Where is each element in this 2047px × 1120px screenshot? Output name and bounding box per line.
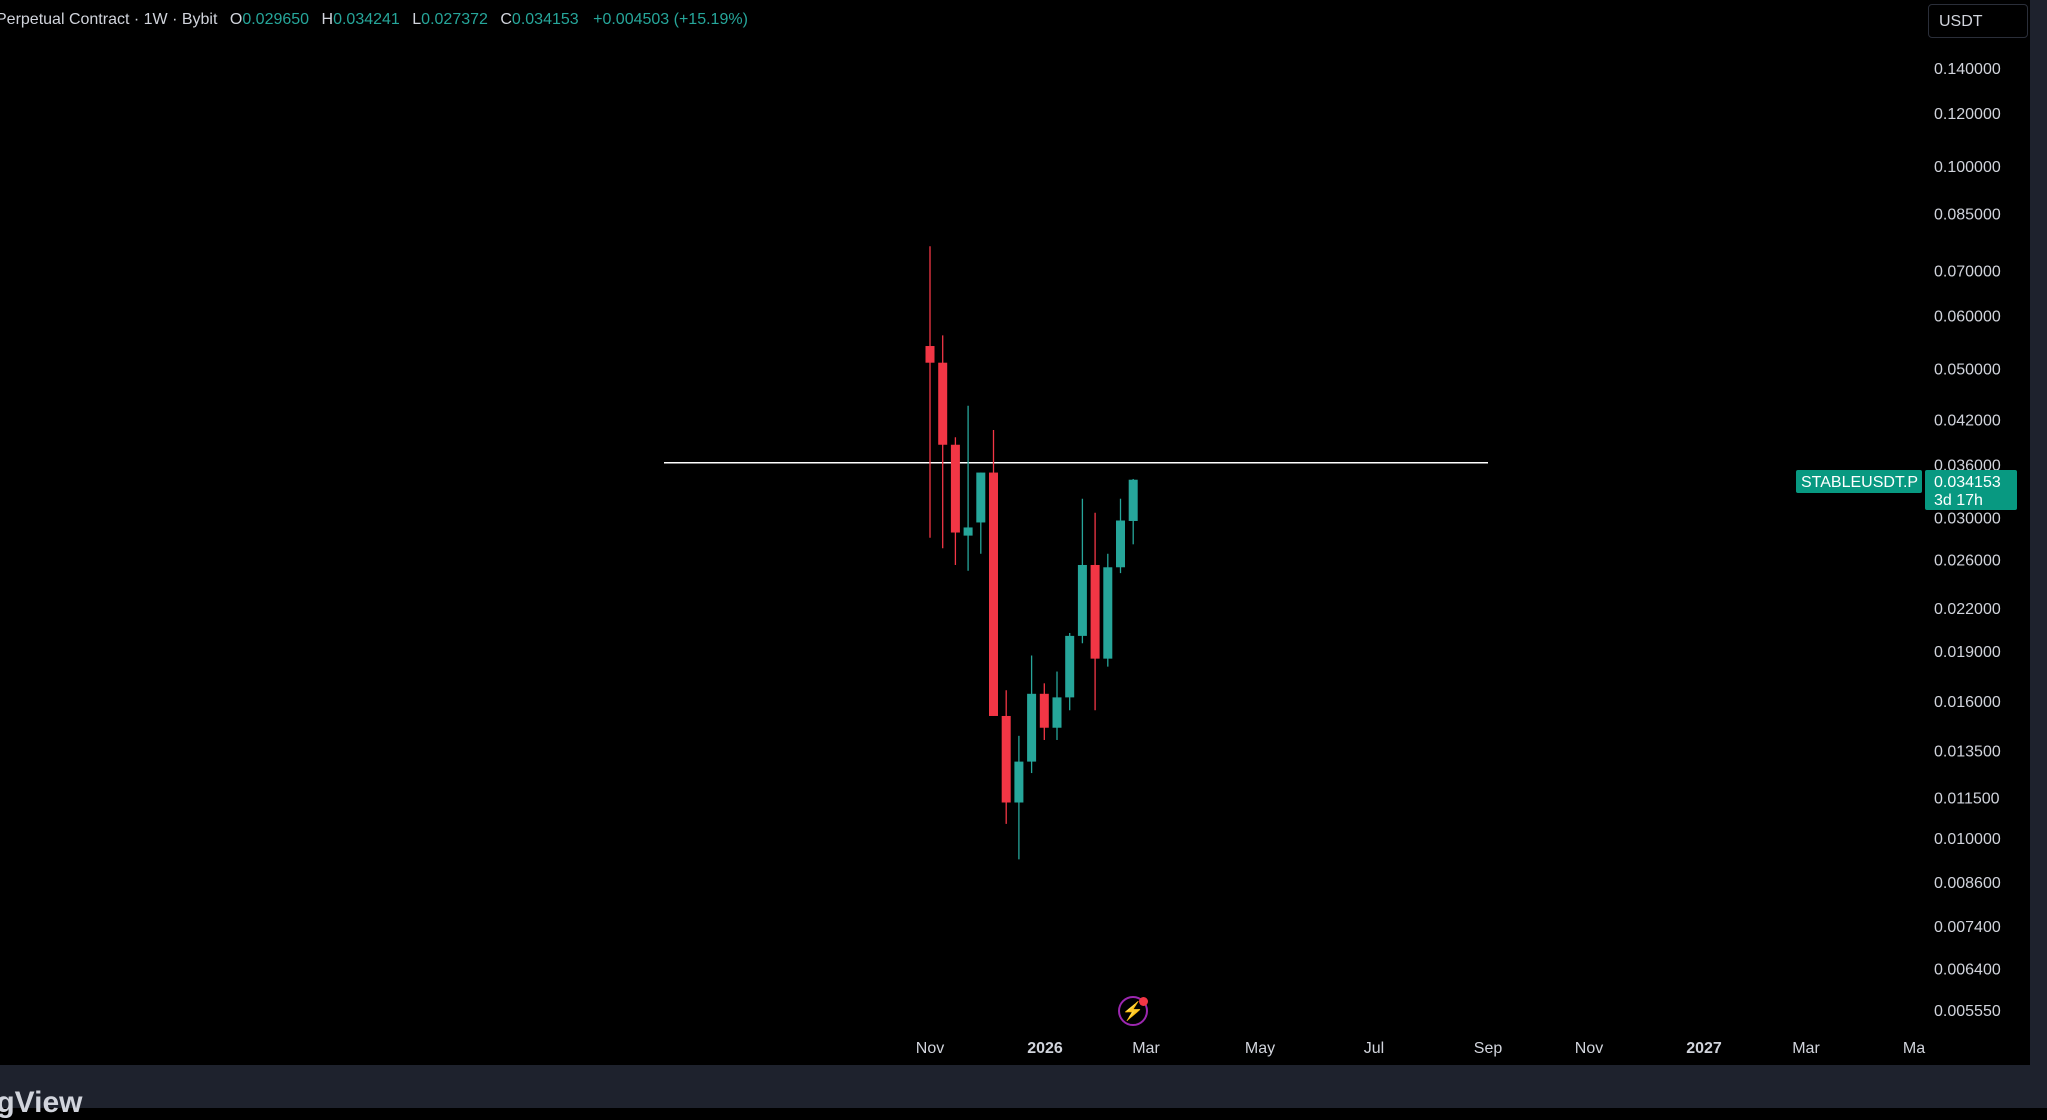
candle [1001, 690, 1011, 824]
symbol-title: Perpetual Contract · 1W · Bybit [0, 11, 218, 28]
right-panel-strip [2030, 0, 2047, 1065]
time-tick-label: Sep [1474, 1040, 1503, 1057]
candle [1052, 671, 1062, 740]
candle [1116, 498, 1125, 574]
time-axis: Nov 2026 Mar May Jul Sep Nov 2027 Mar Ma [916, 1040, 1925, 1057]
open-value: 0.029650 [242, 11, 310, 28]
symbol-tag-bg [1796, 470, 1922, 493]
high-label: H [321, 11, 334, 28]
price-tick-label: 0.140000 [1934, 61, 2001, 78]
lightning-icon[interactable]: ⚡ [1118, 996, 1148, 1026]
price-tick-label: 0.085000 [1934, 207, 2001, 224]
candle [925, 246, 935, 538]
price-tag-bg [1925, 470, 2017, 510]
candle [963, 405, 973, 571]
candle-body [1039, 693, 1049, 728]
close-value: 0.034153 [511, 11, 579, 28]
candle-body [989, 472, 998, 716]
candle [1090, 512, 1100, 711]
time-tick-label: Nov [1575, 1040, 1603, 1057]
price-tick-label: 0.008600 [1934, 875, 2001, 892]
candle-body [950, 444, 960, 533]
open-label: O [229, 11, 243, 28]
price-tick-label: 0.006400 [1934, 961, 2001, 978]
candle-body [925, 346, 935, 363]
candle-body [1052, 697, 1062, 728]
candle-body [1090, 564, 1100, 659]
candle [1103, 553, 1113, 667]
candle [1027, 655, 1037, 774]
candle-body [1065, 635, 1075, 698]
price-tick-label: 0.120000 [1934, 106, 2001, 123]
price-tick-label: 0.030000 [1934, 511, 2001, 528]
time-tick-label: Jul [1364, 1040, 1384, 1057]
brand-logo: ngView [0, 1086, 83, 1119]
time-tick-label: Ma [1903, 1040, 1925, 1057]
candle-body [1103, 567, 1113, 659]
currency-button[interactable]: USDT [1928, 4, 2028, 38]
candle-body [1116, 520, 1125, 568]
time-tick-label: 2027 [1686, 1040, 1722, 1057]
candle-body [976, 472, 986, 523]
candle [1128, 478, 1138, 545]
candle-body [1128, 479, 1138, 521]
high-value: 0.034241 [333, 11, 400, 28]
price-tick-label: 0.013500 [1934, 744, 2001, 761]
price-tag-countdown: 3d 17h [1934, 492, 1983, 509]
time-tick-label: May [1245, 1040, 1275, 1057]
candle-body [1001, 715, 1011, 803]
candlestick-chart[interactable]: 0.140000 0.120000 0.100000 0.085000 0.070000… [0, 0, 2047, 1065]
price-tick-label: 0.060000 [1934, 308, 2001, 325]
candle [1077, 498, 1087, 644]
candle [938, 335, 948, 549]
low-value: 0.027372 [421, 11, 488, 28]
candle [1014, 735, 1024, 860]
price-tick-label: 0.100000 [1934, 159, 2001, 176]
candle-body [1077, 564, 1087, 636]
price-tick-label: 0.010000 [1934, 831, 2001, 848]
notification-dot [1139, 997, 1148, 1006]
candle [976, 472, 986, 554]
time-tick-label: Nov [916, 1040, 944, 1057]
symbol-tag-text: STABLEUSDT.P [1801, 474, 1918, 491]
candle-body [1014, 761, 1024, 803]
chart-legend: Perpetual Contract · 1W · Bybit O0.02965… [0, 11, 748, 29]
price-tick-label: 0.042000 [1934, 412, 2001, 429]
price-tick-label: 0.011500 [1934, 790, 2000, 807]
price-tick-label: 0.007400 [1934, 919, 2001, 936]
price-tick-label: 0.019000 [1934, 644, 2001, 661]
candle [989, 429, 998, 716]
price-tick-label: 0.050000 [1934, 361, 2001, 378]
price-tick-label: 0.026000 [1934, 552, 2001, 569]
time-tick-label: 2026 [1027, 1040, 1063, 1057]
price-tag: STABLEUSDT.P 0.034153 3d 17h [1796, 470, 2017, 510]
price-tick-label: 0.005550 [1934, 1003, 2001, 1020]
time-tick-label: Mar [1792, 1040, 1820, 1057]
bottom-toolbar [0, 1065, 2047, 1108]
low-label: L [412, 11, 422, 28]
candle [1039, 683, 1049, 740]
price-axis: 0.140000 0.120000 0.100000 0.085000 0.070000… [1934, 61, 2001, 1020]
candle [1065, 632, 1075, 711]
candle [950, 437, 960, 565]
candle-body [1027, 693, 1037, 762]
candle-body [963, 527, 973, 536]
time-tick-label: Mar [1132, 1040, 1160, 1057]
change-value: +0.004503 (+15.19%) [593, 11, 748, 28]
price-tick-label: 0.016000 [1934, 694, 2001, 711]
close-label: C [500, 11, 512, 28]
price-tag-value: 0.034153 [1934, 474, 2001, 491]
price-tick-label: 0.022000 [1934, 601, 2001, 618]
candles [925, 246, 1138, 860]
candle-body [938, 362, 948, 445]
price-tick-label: 0.070000 [1934, 263, 2001, 280]
